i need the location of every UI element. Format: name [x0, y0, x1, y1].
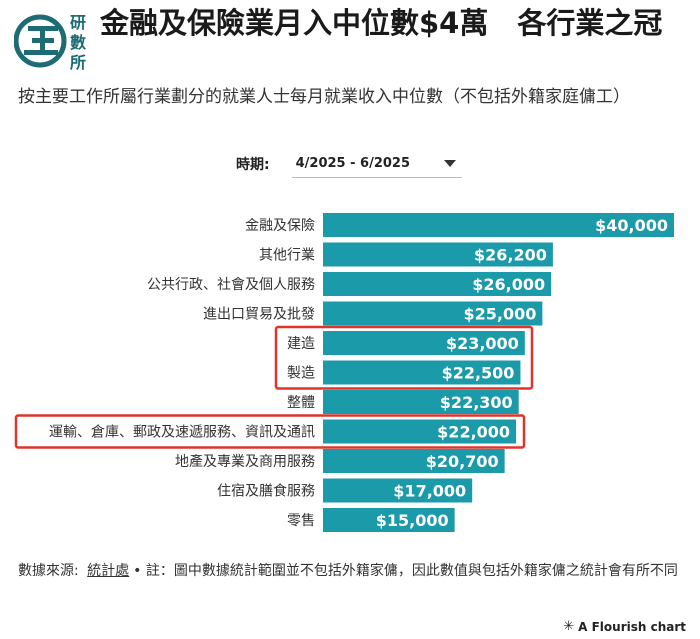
value-label-6: $22,300 [440, 393, 513, 412]
period-selected-value: 4/2025 - 6/2025 [295, 156, 411, 171]
credit-text: A Flourish chart [578, 619, 686, 634]
category-label-4: 建造 [287, 336, 315, 352]
bar-6[interactable] [323, 390, 519, 414]
category-label-1: 其他行業 [259, 248, 315, 264]
bar-4[interactable] [323, 331, 525, 355]
value-label-2: $26,000 [472, 275, 545, 294]
category-label-0: 金融及保險 [245, 218, 315, 234]
logo-char-1: 研 [70, 13, 86, 32]
logo-char-3: 所 [70, 53, 86, 72]
category-label-9: 住宿及膳食服務 [217, 483, 315, 500]
period-label: 時期: [236, 157, 270, 173]
bar-2[interactable] [323, 272, 552, 296]
value-label-10: $15,000 [376, 511, 449, 530]
value-label-0: $40,000 [595, 216, 668, 235]
source-link[interactable]: 統計處 [87, 563, 130, 579]
bar-3[interactable] [323, 301, 543, 326]
bar-1[interactable] [323, 242, 553, 267]
category-label-3: 進出口貿易及批發 [203, 307, 315, 323]
category-label-2: 公共行政、社會及個人服務 [147, 277, 315, 293]
highlight-box-1 [14, 414, 526, 449]
flourish-star-icon: ✳ [563, 619, 575, 634]
chevron-down-icon [443, 160, 456, 167]
bar-9[interactable] [323, 478, 473, 503]
value-label-5: $22,500 [442, 364, 515, 383]
logo: 研 數 所 [14, 13, 86, 72]
value-label-3: $25,000 [464, 305, 537, 324]
period-dropdown[interactable]: 4/2025 - 6/2025 [291, 150, 462, 178]
footnote-note: • 註：圖中數據統計範圍並不包括外籍家傭，因此數值與包括外籍家傭之統計會有所不同 [133, 563, 678, 579]
logo-char-2: 數 [70, 33, 86, 52]
category-label-8: 地產及專業及商用服務 [175, 453, 315, 470]
highlight-box-0 [274, 325, 534, 390]
period-filter: 時期: 4/2025 - 6/2025 [236, 150, 462, 178]
chart-title: 金融及保險業月入中位數$4萬 各行業之冠 [100, 6, 663, 40]
bar-chart: $40,000 金融及保險 $26,200 其他行業 $26,000 公共行政、社會及個人… [14, 213, 674, 532]
bar-5[interactable] [323, 360, 521, 385]
bar-0[interactable] [323, 213, 674, 237]
value-label-4: $23,000 [446, 334, 519, 353]
category-label-6: 整體 [287, 395, 315, 411]
value-label-8: $20,700 [426, 452, 499, 471]
flourish-credit[interactable]: ✳ A Flourish chart [563, 619, 686, 634]
category-label-10: 零售 [287, 513, 315, 529]
source-label: 數據來源: [18, 563, 79, 579]
value-label-7: $22,000 [437, 423, 510, 442]
bar-8[interactable] [323, 449, 505, 473]
bar-7[interactable] [323, 419, 517, 444]
chart-subtitle: 按主要工作所屬行業劃分的就業人士每月就業收入中位數（不包括外籍家庭傭工） [18, 87, 630, 107]
category-label-5: 製造 [287, 366, 315, 382]
footnote: 數據來源: 統計處 • 註：圖中數據統計範圍並不包括外籍家傭，因此數值與包括外籍家… [18, 560, 688, 582]
value-label-9: $17,000 [393, 482, 466, 501]
category-label-7: 運輸、倉庫、郵政及速遞服務、資訊及通訊 [49, 424, 315, 441]
value-label-1: $26,200 [474, 246, 547, 265]
bar-10[interactable] [323, 508, 455, 532]
